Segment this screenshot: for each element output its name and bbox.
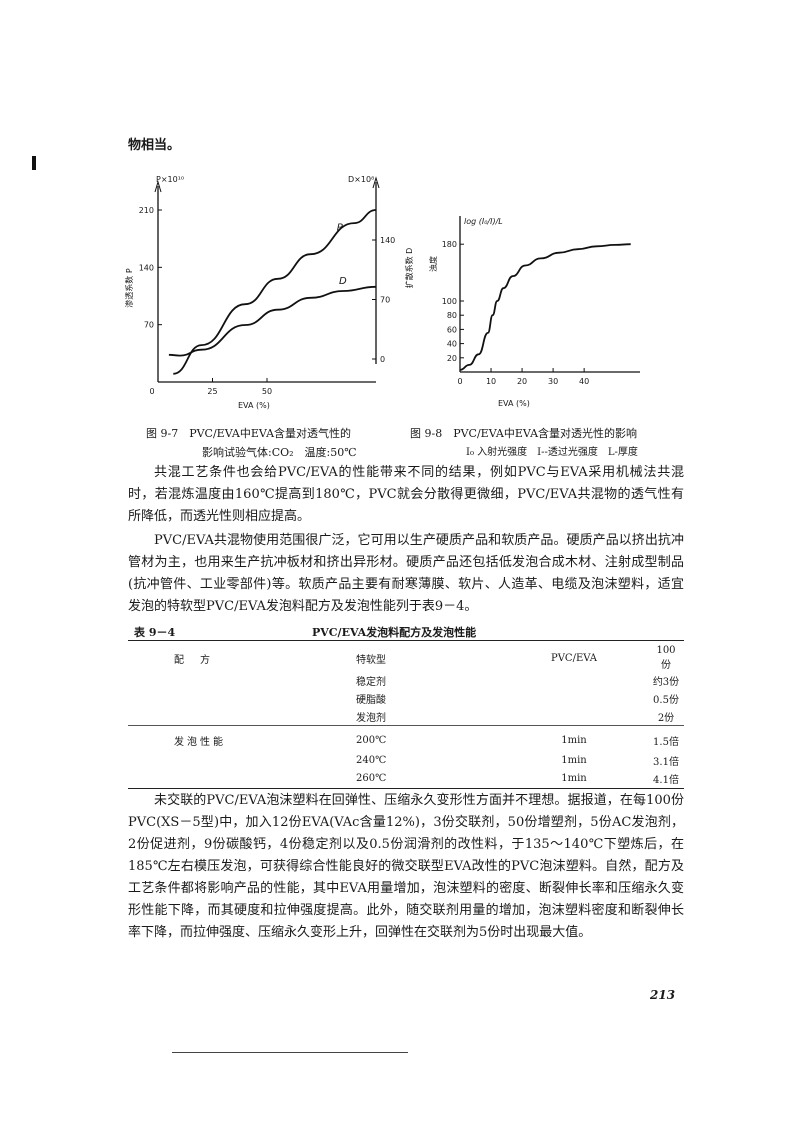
table-row: 配 方特软型 PVC/EVA 100份 [128,640,684,671]
x-tick-label: 20 [517,377,527,386]
table-row: 发泡性能 200℃ 1min 1.5倍 [128,725,684,752]
figure-9-7-caption-line2: 影响试验气体:CO₂ 温度:50℃ [202,446,357,459]
table-cell [500,707,648,726]
figure-9-7-caption-line1: 图 9-7 PVC/EVA中EVA含量对透气性的 [146,427,352,440]
table-cell: 约3份 [652,676,680,688]
table-cell [128,689,308,707]
x-axis-label: EVA (%) [238,401,270,410]
table-cell: 200℃ [308,725,500,752]
y-tick-label: 180 [442,240,457,249]
table-cell: 4.1倍 [648,769,684,789]
figure-9-8-caption-line1: 图 9-8 PVC/EVA中EVA含量对透光性的影响 [410,427,638,440]
figure-9-8-caption: 图 9-8 PVC/EVA中EVA含量对透光性的影响 I₀ 入射光强度 I--透… [410,424,638,462]
y-right-axis-label: 扩散系数 D [404,248,414,289]
y-right-unit: D×10⁸ [348,175,374,184]
table-cell: PVC/EVA [500,640,648,671]
table-cell: 配 方 [128,640,308,671]
table-row: 稳定剂 约3份 [128,671,684,689]
x-tick-label: 25 [207,387,217,396]
y-tick-label: 20 [447,354,457,363]
y-tick-label: 80 [447,311,457,320]
x-tick-label: 0 [149,387,154,396]
y-left-axis-label: 渗透系数 P [124,268,134,308]
y-tick-label: 40 [447,340,457,349]
y-right-arrow [372,176,380,189]
x-tick-label: 30 [548,377,558,386]
y-tick-label: 60 [447,325,457,334]
paragraph-1: 共混工艺条件也会给PVC/EVA的性能带来不同的结果，例如PVC与EVA采用机械… [128,465,684,524]
paragraph-3: 未交联的PVC/EVA泡沫塑料在回弹性、压缩永久变形性方面并不理想。据报道，在每… [128,793,684,940]
table-cell: 1min [500,725,648,752]
table-cell: 0.5份 [653,694,679,706]
figure-9-7-caption: 图 9-7 PVC/EVA中EVA含量对透气性的 影响试验气体:CO₂ 温度:5… [146,424,357,462]
table-row: 发泡剂 2份 [128,707,684,726]
y-tick-label: 100 [442,297,457,306]
y-axis-label: 浊度 [428,256,438,272]
table-cell [128,769,308,789]
table-cell: 2份 [657,712,675,724]
table-row: 240℃ 1min 3.1倍 [128,752,684,770]
margin-mark [32,156,36,170]
table-cell: 发泡性能 [128,725,308,752]
table-cell: 260℃ [308,769,500,789]
table-cell: 1.5倍 [648,725,684,752]
table-cell: 3.1倍 [653,757,679,768]
table-9-4: 配 方特软型 PVC/EVA 100份 稳定剂 约3份 硬脂酸 0.5份 发泡剂 2份 发泡性能 2… [128,640,684,789]
table-cell: 稳定剂 [356,676,386,688]
table-row: 260℃ 1min 4.1倍 [128,769,684,789]
figure-9-7-chart: P×10¹⁰ D×10⁸ 210 140 70 140 70 0 0 25 50 EVA (%) 渗透系… [124,175,414,410]
y-left-tick-label: 210 [139,206,154,215]
table-cell: 硬脂酸 [356,694,386,706]
table-cell [128,671,308,689]
x-axis-label: EVA (%) [498,399,530,408]
y-right-tick-label: 70 [380,296,390,305]
table-cell: 1min [561,755,587,766]
y-left-arrow [154,180,162,193]
x-tick-label: 40 [579,377,589,386]
table-cell: 1min [500,769,648,789]
table-cell [500,671,648,689]
y-left-tick-label: 140 [139,263,154,272]
table-cell: 100份 [648,640,684,671]
series-label-D: D [339,276,347,287]
series-label-P: P [337,223,344,234]
x-tick-label: 10 [486,377,496,386]
table-label: 表 9－4 [134,626,176,639]
x-tick-label: 0 [457,377,462,386]
figure-9-8-chart: log (I₀/I)/L 浊度 180 100 80 60 40 20 0 10 20 30 40 EVA… [428,216,640,408]
y-right-tick-label: 0 [380,355,385,364]
y-right-tick-label: 140 [380,236,395,245]
table-cell [128,707,308,726]
page-number: 213 [650,988,676,1002]
text-fragment: 物相当。 [128,138,181,153]
series-line-0 [459,243,631,371]
y-left-tick-label: 70 [144,321,154,330]
table-cell: 240℃ [356,755,387,766]
figure-9-8-caption-line2: I₀ 入射光强度 I--透过光强度 L-厚度 [466,447,638,458]
table-cell [128,752,308,770]
series-line-D [168,285,377,357]
table-cell: 特软型 [308,640,500,671]
table-cell [500,689,648,707]
table-title: PVC/EVA发泡料配方及发泡性能 [312,626,477,639]
table-row: 硬脂酸 0.5份 [128,689,684,707]
footer-rule [172,1052,408,1053]
series-line-P [173,209,377,375]
y-left-unit: P×10¹⁰ [156,175,184,184]
x-tick-label: 50 [262,387,272,396]
paragraph-2: PVC/EVA共混物使用范围很广泛，它可用以生产硬质产品和软质产品。硬质产品以挤… [128,533,684,614]
table-cell: 发泡剂 [356,712,386,724]
y-axis-unit: log (I₀/I)/L [464,217,503,226]
